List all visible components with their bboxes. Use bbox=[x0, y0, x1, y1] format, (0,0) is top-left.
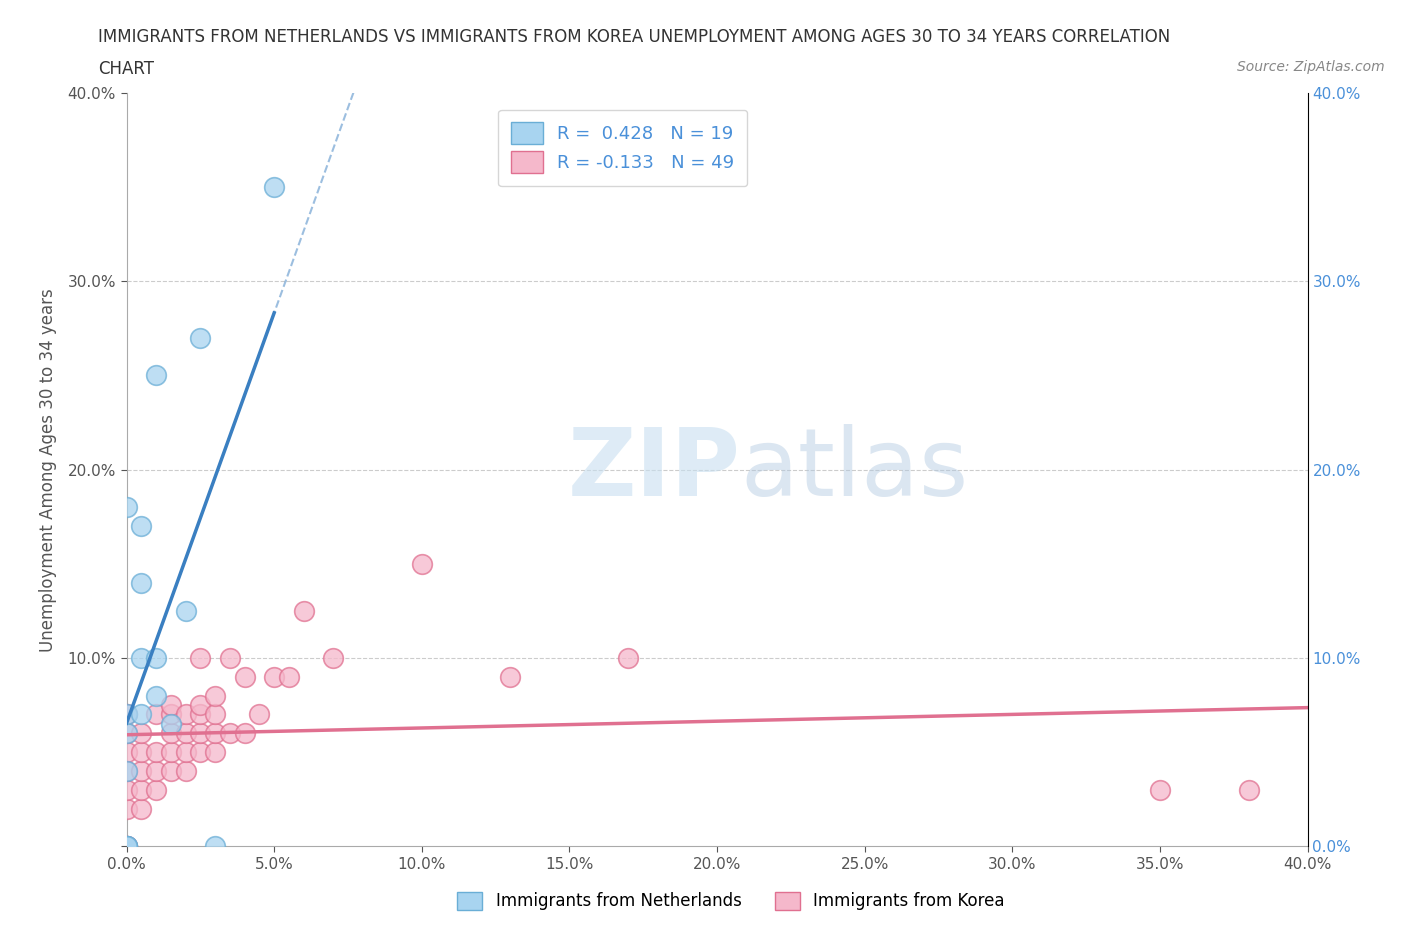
Point bbox=[204, 707, 226, 722]
Point bbox=[129, 764, 153, 778]
Point bbox=[249, 707, 271, 722]
Point bbox=[188, 698, 212, 712]
Point bbox=[129, 575, 153, 591]
Point bbox=[115, 839, 138, 854]
Point bbox=[219, 651, 242, 666]
Point bbox=[129, 651, 153, 666]
Point bbox=[188, 707, 212, 722]
Point bbox=[411, 556, 433, 571]
Point bbox=[115, 726, 138, 741]
Point bbox=[1237, 782, 1260, 797]
Point bbox=[160, 764, 183, 778]
Point bbox=[115, 839, 138, 854]
Point bbox=[174, 707, 197, 722]
Point bbox=[115, 764, 138, 778]
Point bbox=[233, 670, 256, 684]
Point bbox=[174, 764, 197, 778]
Point bbox=[499, 670, 522, 684]
Point bbox=[204, 726, 226, 741]
Point bbox=[145, 651, 167, 666]
Point bbox=[263, 670, 285, 684]
Point bbox=[188, 651, 212, 666]
Point bbox=[145, 745, 167, 760]
Point bbox=[129, 745, 153, 760]
Point bbox=[129, 519, 153, 534]
Point bbox=[160, 745, 183, 760]
Point bbox=[174, 726, 197, 741]
Point bbox=[278, 670, 301, 684]
Point bbox=[129, 726, 153, 741]
Point bbox=[115, 707, 138, 722]
Text: Source: ZipAtlas.com: Source: ZipAtlas.com bbox=[1237, 60, 1385, 74]
Text: atlas: atlas bbox=[741, 424, 969, 515]
Point bbox=[145, 688, 167, 703]
Point bbox=[160, 707, 183, 722]
Point bbox=[204, 839, 226, 854]
Text: ZIP: ZIP bbox=[568, 424, 741, 515]
Point bbox=[115, 839, 138, 854]
Text: CHART: CHART bbox=[98, 60, 155, 78]
Point bbox=[233, 726, 256, 741]
Point bbox=[115, 839, 138, 854]
Point bbox=[322, 651, 344, 666]
Point bbox=[145, 368, 167, 383]
Point bbox=[115, 726, 138, 741]
Point bbox=[188, 745, 212, 760]
Point bbox=[129, 707, 153, 722]
Point bbox=[219, 726, 242, 741]
Point bbox=[115, 500, 138, 515]
Legend: R =  0.428   N = 19, R = -0.133   N = 49: R = 0.428 N = 19, R = -0.133 N = 49 bbox=[498, 110, 747, 186]
Point bbox=[174, 745, 197, 760]
Point bbox=[115, 764, 138, 778]
Point bbox=[263, 179, 285, 194]
Point bbox=[160, 726, 183, 741]
Point bbox=[188, 726, 212, 741]
Legend: Immigrants from Netherlands, Immigrants from Korea: Immigrants from Netherlands, Immigrants … bbox=[451, 885, 1011, 917]
Point bbox=[204, 745, 226, 760]
Point bbox=[129, 782, 153, 797]
Point bbox=[204, 688, 226, 703]
Point bbox=[145, 764, 167, 778]
Point bbox=[115, 839, 138, 854]
Point bbox=[115, 802, 138, 817]
Point bbox=[115, 782, 138, 797]
Point bbox=[188, 330, 212, 345]
Point bbox=[1149, 782, 1171, 797]
Point bbox=[115, 745, 138, 760]
Point bbox=[115, 707, 138, 722]
Point bbox=[160, 716, 183, 731]
Point bbox=[145, 782, 167, 797]
Y-axis label: Unemployment Among Ages 30 to 34 years: Unemployment Among Ages 30 to 34 years bbox=[38, 287, 56, 652]
Point bbox=[617, 651, 640, 666]
Point bbox=[174, 604, 197, 618]
Point bbox=[145, 707, 167, 722]
Point bbox=[292, 604, 315, 618]
Point bbox=[129, 802, 153, 817]
Text: IMMIGRANTS FROM NETHERLANDS VS IMMIGRANTS FROM KOREA UNEMPLOYMENT AMONG AGES 30 : IMMIGRANTS FROM NETHERLANDS VS IMMIGRANT… bbox=[98, 28, 1171, 46]
Point bbox=[160, 698, 183, 712]
